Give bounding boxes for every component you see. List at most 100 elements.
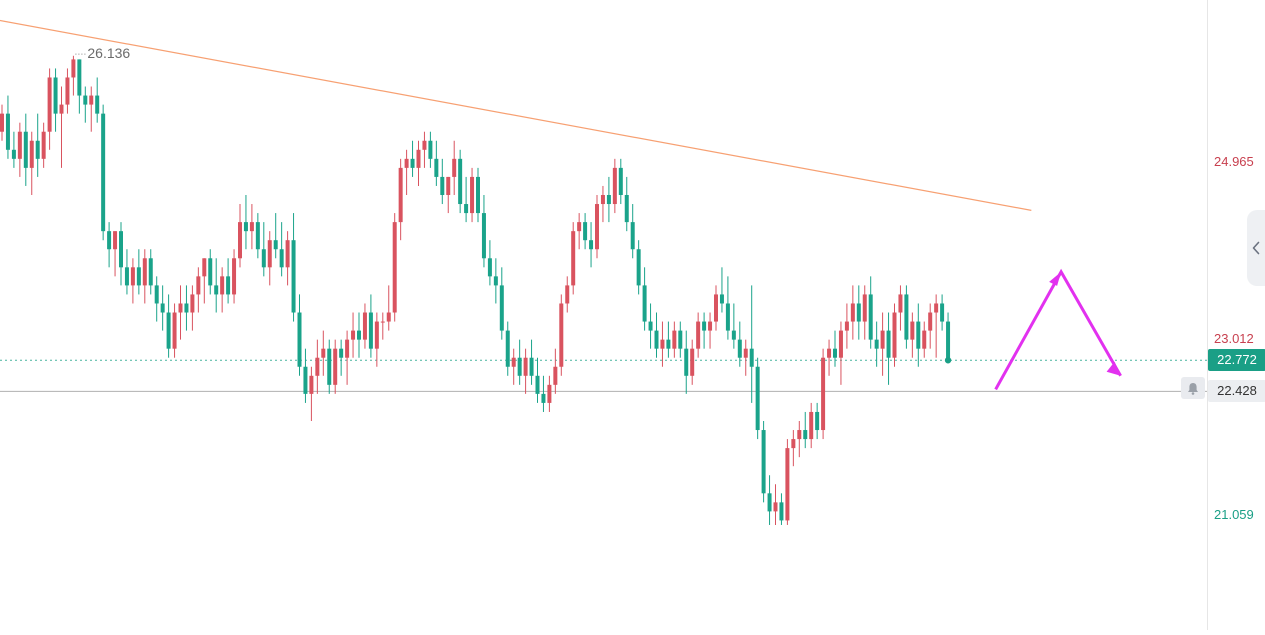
candle-body [11,149,16,159]
candle [719,267,724,313]
candle-body [815,411,820,431]
candle [880,312,885,376]
candle [898,285,903,331]
candle-body [202,258,207,277]
projection-path [994,268,1122,391]
candle [535,357,540,403]
candle [916,303,921,367]
candle-body [47,77,52,132]
candle-body [178,303,183,313]
axis-tick-label: 24.965 [1214,154,1254,169]
candle [464,176,469,223]
candle-body [767,493,772,512]
candle [850,285,855,340]
candle-body [160,303,165,313]
candle-body [934,303,939,313]
candle [803,411,808,449]
candle-body [940,303,945,322]
candle-body [583,222,588,241]
candle-body [476,176,480,214]
candle [77,59,82,114]
candle-body [446,176,451,195]
candle-body [624,194,629,223]
candle-body [880,330,885,349]
candle-body [868,294,873,340]
candle-body [749,348,754,367]
candle [731,303,736,349]
candle-body [392,222,397,313]
candle-body [267,240,272,268]
candle-body [678,330,683,349]
candle [577,213,582,250]
candle-body [309,375,314,394]
candle [559,294,564,376]
candle [386,285,391,331]
candle [493,258,498,304]
candle [154,276,159,322]
candle [690,339,695,385]
candle-body [357,330,361,340]
candle [166,294,171,358]
candle [779,493,784,525]
candle [856,285,861,340]
candle-body [291,240,296,313]
candle-body [29,140,34,168]
candle-body [333,348,338,385]
alert-price-badge[interactable]: 22.428 [1208,380,1265,403]
candle-body [547,384,552,403]
candle [35,113,40,177]
candle-body [886,330,891,358]
candle [844,303,849,349]
candle-body [702,321,707,331]
candle-body [321,348,326,358]
candle [737,321,742,367]
candle [184,285,189,331]
projection-arrowhead-up [1049,271,1062,286]
candle [89,86,94,132]
chevron-left-icon [1252,241,1260,255]
candle-body [440,176,445,195]
candle [392,213,397,322]
candle-body [249,222,254,232]
candle-body [77,59,82,96]
candle-body [196,276,201,295]
candle [404,149,409,195]
candle [5,95,10,159]
candle [702,312,707,349]
candle-body [35,140,40,159]
candle [946,312,951,363]
candle [23,113,28,186]
candle-body [785,448,790,521]
candle [815,402,820,440]
candlestick-chart[interactable]: 26.136 [0,0,1207,630]
candle-body [315,357,320,376]
candle-body [904,294,909,340]
candle [934,294,939,358]
candle-body [511,357,516,367]
candle [600,185,605,223]
candle-body [232,258,237,295]
candle-body [666,339,671,349]
side-panel-toggle[interactable] [1247,210,1265,286]
candle [232,249,237,304]
candle [785,439,790,525]
chart-plot-area[interactable]: 26.136 [0,0,1207,630]
candle [220,267,225,313]
candle-body [803,430,808,440]
candle [238,204,242,268]
candle [119,222,123,286]
candles-group [0,55,951,525]
candle [714,285,718,331]
candle-body [636,249,641,286]
candle-body [833,348,837,358]
candle-body [17,131,22,159]
current-price-badge[interactable]: 22.772 [1208,349,1265,372]
candle [660,321,665,367]
candle [761,420,766,503]
alert-bell-button[interactable] [1181,377,1205,399]
candle-body [59,104,64,114]
candle [827,339,832,376]
candle [249,204,254,250]
candle-body [362,312,367,340]
